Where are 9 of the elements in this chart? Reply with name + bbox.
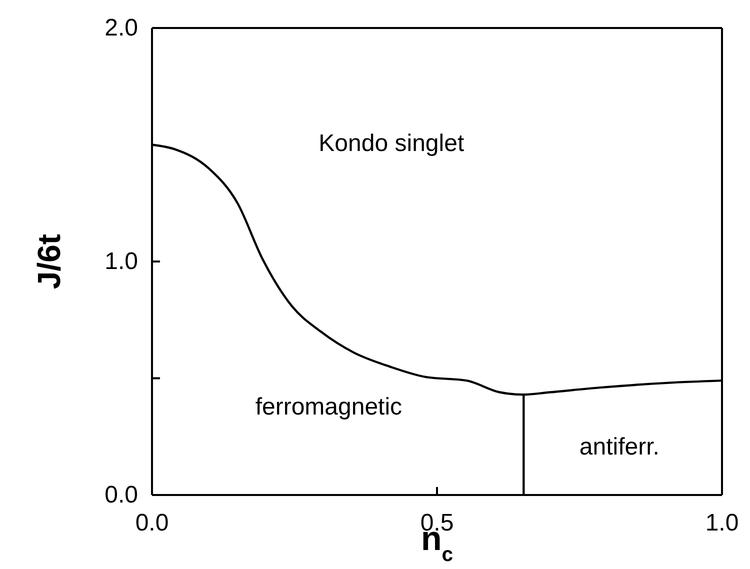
x-tick-label: 1.0 xyxy=(705,510,739,537)
y-tick-label: 0.0 xyxy=(104,482,138,509)
y-tick-label: 2.0 xyxy=(104,14,138,42)
y-axis-title: J/6t xyxy=(31,234,67,290)
annotation: antiferr. xyxy=(579,434,660,461)
x-tick-label: 0.0 xyxy=(135,510,169,537)
y-tick-label: 1.0 xyxy=(104,248,138,276)
annotation: ferromagnetic xyxy=(255,394,402,421)
annotation: Kondo singlet xyxy=(318,130,464,158)
